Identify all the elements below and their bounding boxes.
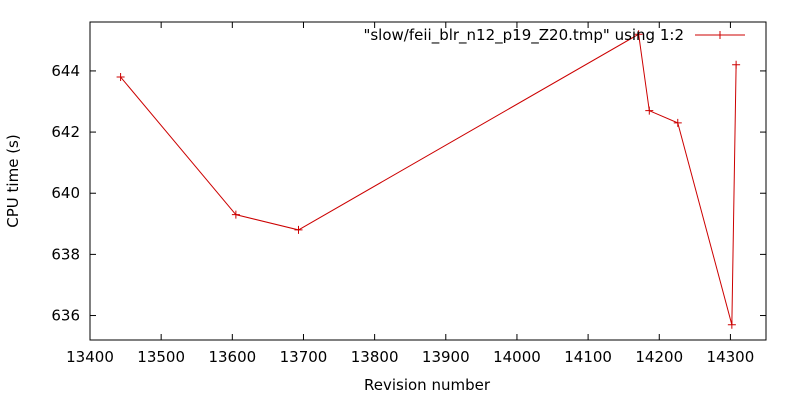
x-tick-label: 13600 bbox=[208, 348, 256, 366]
y-tick-label: 644 bbox=[51, 62, 80, 80]
series-layer bbox=[116, 30, 741, 329]
x-tick-label: 14000 bbox=[493, 348, 541, 366]
data-point-marker bbox=[294, 225, 303, 234]
data-point-marker bbox=[634, 30, 643, 39]
y-tick-label: 640 bbox=[51, 184, 80, 202]
x-tick-label: 13800 bbox=[351, 348, 399, 366]
y-tick-label: 638 bbox=[51, 245, 80, 263]
legend: "slow/feii_blr_n12_p19_Z20.tmp" using 1:… bbox=[363, 26, 745, 45]
x-tick-label: 14100 bbox=[564, 348, 612, 366]
x-tick-label: 13900 bbox=[422, 348, 470, 366]
data-point-marker bbox=[673, 118, 682, 127]
data-point-marker bbox=[645, 106, 654, 115]
x-tick-label: 14300 bbox=[707, 348, 755, 366]
data-point-marker bbox=[116, 73, 125, 82]
series-line bbox=[120, 33, 737, 325]
data-point-marker bbox=[727, 320, 736, 329]
legend-marker bbox=[716, 31, 724, 39]
x-tick-label: 14200 bbox=[635, 348, 683, 366]
legend-label: "slow/feii_blr_n12_p19_Z20.tmp" using 1:… bbox=[363, 26, 684, 45]
data-point-marker bbox=[732, 60, 741, 69]
x-tick-label: 13500 bbox=[137, 348, 185, 366]
y-tick-label: 642 bbox=[51, 123, 80, 141]
plot-frame bbox=[89, 21, 767, 341]
data-point-marker bbox=[231, 210, 240, 219]
y-axis-label: CPU time (s) bbox=[4, 134, 22, 227]
x-tick-label: 13700 bbox=[280, 348, 328, 366]
y-tick-label: 636 bbox=[51, 307, 80, 325]
ticks-layer: 13400 13500 13600 13700 13800 13900 14000 14100… bbox=[51, 22, 766, 366]
x-tick-label: 13400 bbox=[66, 348, 114, 366]
x-axis-label: Revision number bbox=[364, 376, 491, 394]
